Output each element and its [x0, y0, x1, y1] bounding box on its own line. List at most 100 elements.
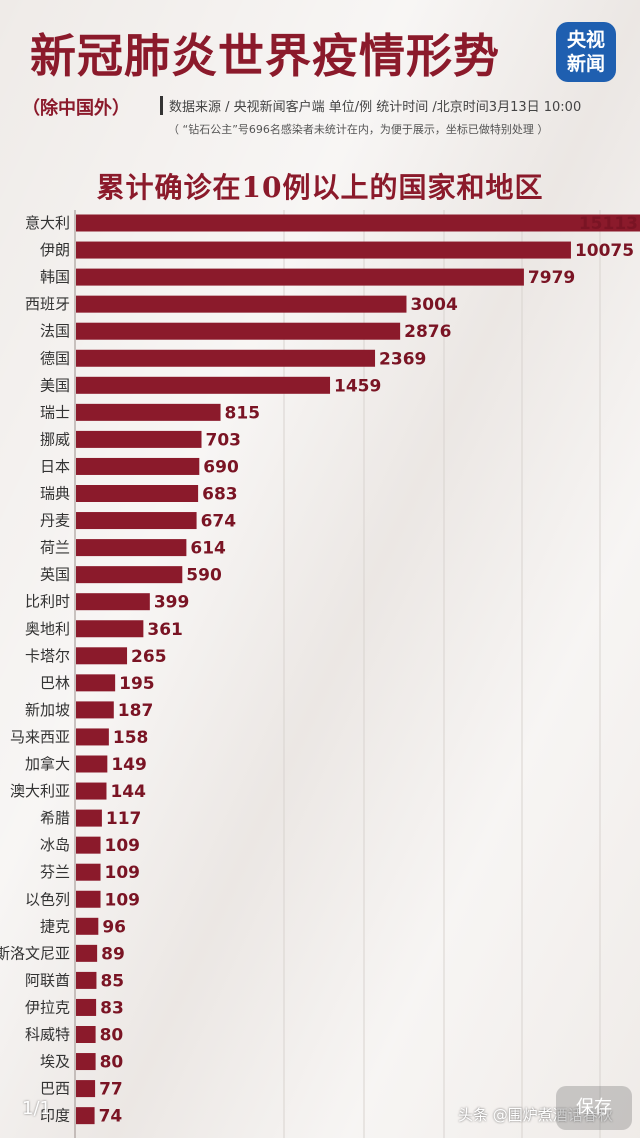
category-label: 巴林	[40, 674, 70, 692]
bar	[76, 971, 97, 989]
value-label: 15113	[579, 214, 638, 234]
value-label: 158	[113, 728, 149, 748]
category-label: 丹麦	[40, 512, 70, 530]
category-label: 英国	[40, 566, 70, 584]
value-label: 149	[111, 755, 147, 775]
category-label: 奥地利	[25, 620, 70, 638]
category-label: 希腊	[40, 809, 70, 827]
category-label: 斯洛文尼亚	[0, 944, 70, 962]
bar	[76, 782, 107, 800]
cctv-news-logo: 央视 新闻	[556, 22, 616, 82]
header: 新冠肺炎世界疫情形势 央视 新闻 （除中国外） 数据来源 / 央视新闻客户端 单…	[0, 0, 640, 160]
bar	[76, 863, 101, 881]
value-label: 109	[105, 890, 141, 910]
value-label: 144	[110, 782, 146, 802]
category-label: 加拿大	[25, 755, 70, 773]
footnote: （ “钻石公主”号696名感染者未统计在内，为便于展示，坐标已做特别处理 ）	[168, 123, 549, 136]
value-label: 117	[106, 809, 142, 829]
value-label: 74	[99, 1107, 123, 1127]
bar	[76, 430, 202, 448]
category-label: 德国	[40, 349, 70, 367]
category-label: 荷兰	[40, 539, 70, 557]
category-label: 巴西	[40, 1080, 70, 1098]
bar	[76, 998, 97, 1016]
category-label: 芬兰	[40, 863, 70, 881]
category-label: 阿联酋	[25, 971, 70, 989]
value-label: 1459	[334, 376, 381, 396]
bar	[76, 1053, 96, 1071]
value-label: 2876	[404, 322, 451, 342]
category-label: 澳大利亚	[10, 782, 70, 800]
bar	[76, 214, 640, 232]
page-indicator: 1/1	[22, 1098, 51, 1119]
bar	[76, 457, 200, 475]
value-label: 80	[100, 1053, 124, 1073]
category-label: 韩国	[40, 268, 70, 286]
bar	[76, 755, 108, 773]
category-label: 印度	[40, 1107, 70, 1125]
category-label: 瑞典	[40, 485, 70, 503]
bar	[76, 674, 116, 692]
chart-title: 累计确诊在10例以上的国家和地区	[96, 171, 544, 204]
value-label: 683	[202, 485, 238, 505]
value-label: 815	[225, 403, 260, 423]
bar	[76, 322, 401, 340]
bar	[76, 485, 199, 502]
value-label: 690	[203, 457, 239, 477]
bar	[76, 403, 221, 421]
value-label: 2369	[379, 349, 426, 369]
category-label: 冰岛	[40, 836, 70, 854]
category-label: 日本	[40, 457, 70, 475]
value-label: 80	[100, 1026, 124, 1046]
bar	[76, 701, 114, 719]
bar	[76, 539, 187, 557]
subtitle: （除中国外）	[22, 98, 130, 119]
value-label: 10075	[575, 241, 634, 261]
bar	[76, 593, 150, 611]
page-title: 新冠肺炎世界疫情形势	[30, 29, 500, 83]
bar	[76, 620, 144, 638]
value-label: 83	[100, 998, 124, 1018]
bar	[76, 917, 99, 935]
category-label: 比利时	[25, 593, 70, 611]
logo-line2: 新闻	[566, 53, 605, 75]
bar	[76, 268, 524, 286]
category-label: 意大利	[25, 214, 70, 232]
bar	[76, 890, 101, 908]
bar	[76, 944, 98, 962]
save-button[interactable]: 保存	[556, 1086, 632, 1130]
value-label: 614	[190, 539, 226, 559]
bar	[76, 836, 101, 854]
category-label: 捷克	[40, 917, 70, 935]
value-label: 361	[147, 620, 183, 640]
value-label: 77	[99, 1080, 123, 1100]
value-label: 703	[206, 430, 242, 450]
value-label: 590	[186, 566, 222, 586]
category-label: 法国	[40, 322, 70, 340]
bar	[76, 241, 571, 259]
value-label: 195	[119, 674, 154, 694]
value-label: 7979	[528, 268, 575, 288]
category-label: 科威特	[25, 1026, 70, 1044]
value-label: 85	[100, 971, 124, 991]
bar-chart: 意大利 15113 伊朗 10075 韩国 7979 西班牙 3004 法国 2876 德国 2369…	[0, 210, 640, 1138]
watermark-source: 头条 @围炉煮酒话春秋	[458, 1106, 613, 1124]
bar	[76, 1107, 95, 1125]
value-label: 109	[105, 863, 141, 883]
category-label: 新加坡	[25, 701, 70, 719]
value-label: 265	[131, 647, 167, 667]
value-label: 109	[105, 836, 141, 856]
bar	[76, 349, 376, 367]
bar	[76, 728, 109, 746]
category-label: 伊朗	[40, 241, 70, 259]
bar	[76, 647, 128, 665]
value-label: 399	[154, 593, 190, 613]
category-label: 瑞士	[40, 403, 70, 421]
bar	[76, 376, 331, 394]
bar	[76, 1080, 96, 1098]
category-label: 挪威	[40, 430, 70, 448]
value-label: 96	[102, 917, 126, 937]
category-label: 伊拉克	[25, 998, 70, 1016]
category-label: 美国	[40, 376, 70, 394]
